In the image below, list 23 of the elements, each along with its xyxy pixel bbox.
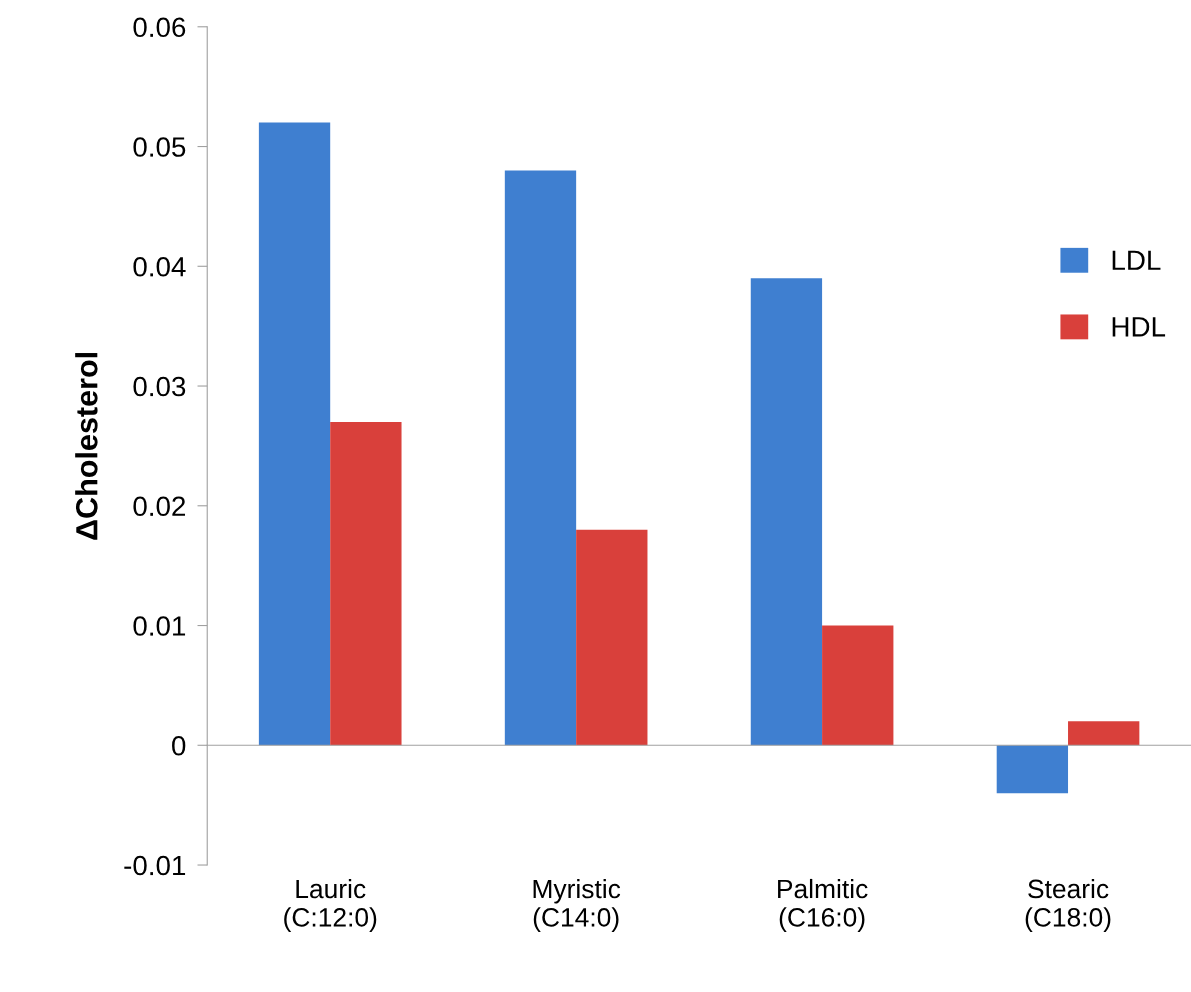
bar — [750, 278, 823, 746]
bar — [996, 745, 1069, 794]
y-tick-label: 0.03 — [133, 376, 186, 397]
y-axis-title: ΔCholesterol — [75, 353, 98, 540]
y-tick-label: 0.04 — [133, 256, 186, 277]
bar — [576, 529, 648, 746]
bar — [330, 421, 402, 746]
y-tick-label: 0.02 — [133, 496, 186, 517]
legend-label: HDL — [1112, 317, 1166, 337]
x-tick-label: Lauric (C:12:0) — [284, 878, 377, 932]
x-tick-label: Palmitic (C16:0) — [778, 878, 868, 932]
y-tick-label: 0.06 — [133, 17, 186, 38]
legend-label: LDL — [1112, 250, 1161, 270]
x-tick-label: Stearic (C18:0) — [1025, 878, 1111, 932]
y-tick-label: -0.01 — [124, 855, 186, 876]
bar — [822, 625, 894, 746]
x-tick-label: Myristic (C14:0) — [533, 878, 621, 932]
y-tick-label: 0.05 — [133, 137, 186, 157]
y-tick-label: 0 — [172, 735, 186, 756]
y-tick-label: 0.01 — [133, 616, 186, 636]
bar — [258, 122, 331, 746]
bar — [504, 170, 577, 746]
bar — [1068, 721, 1140, 746]
